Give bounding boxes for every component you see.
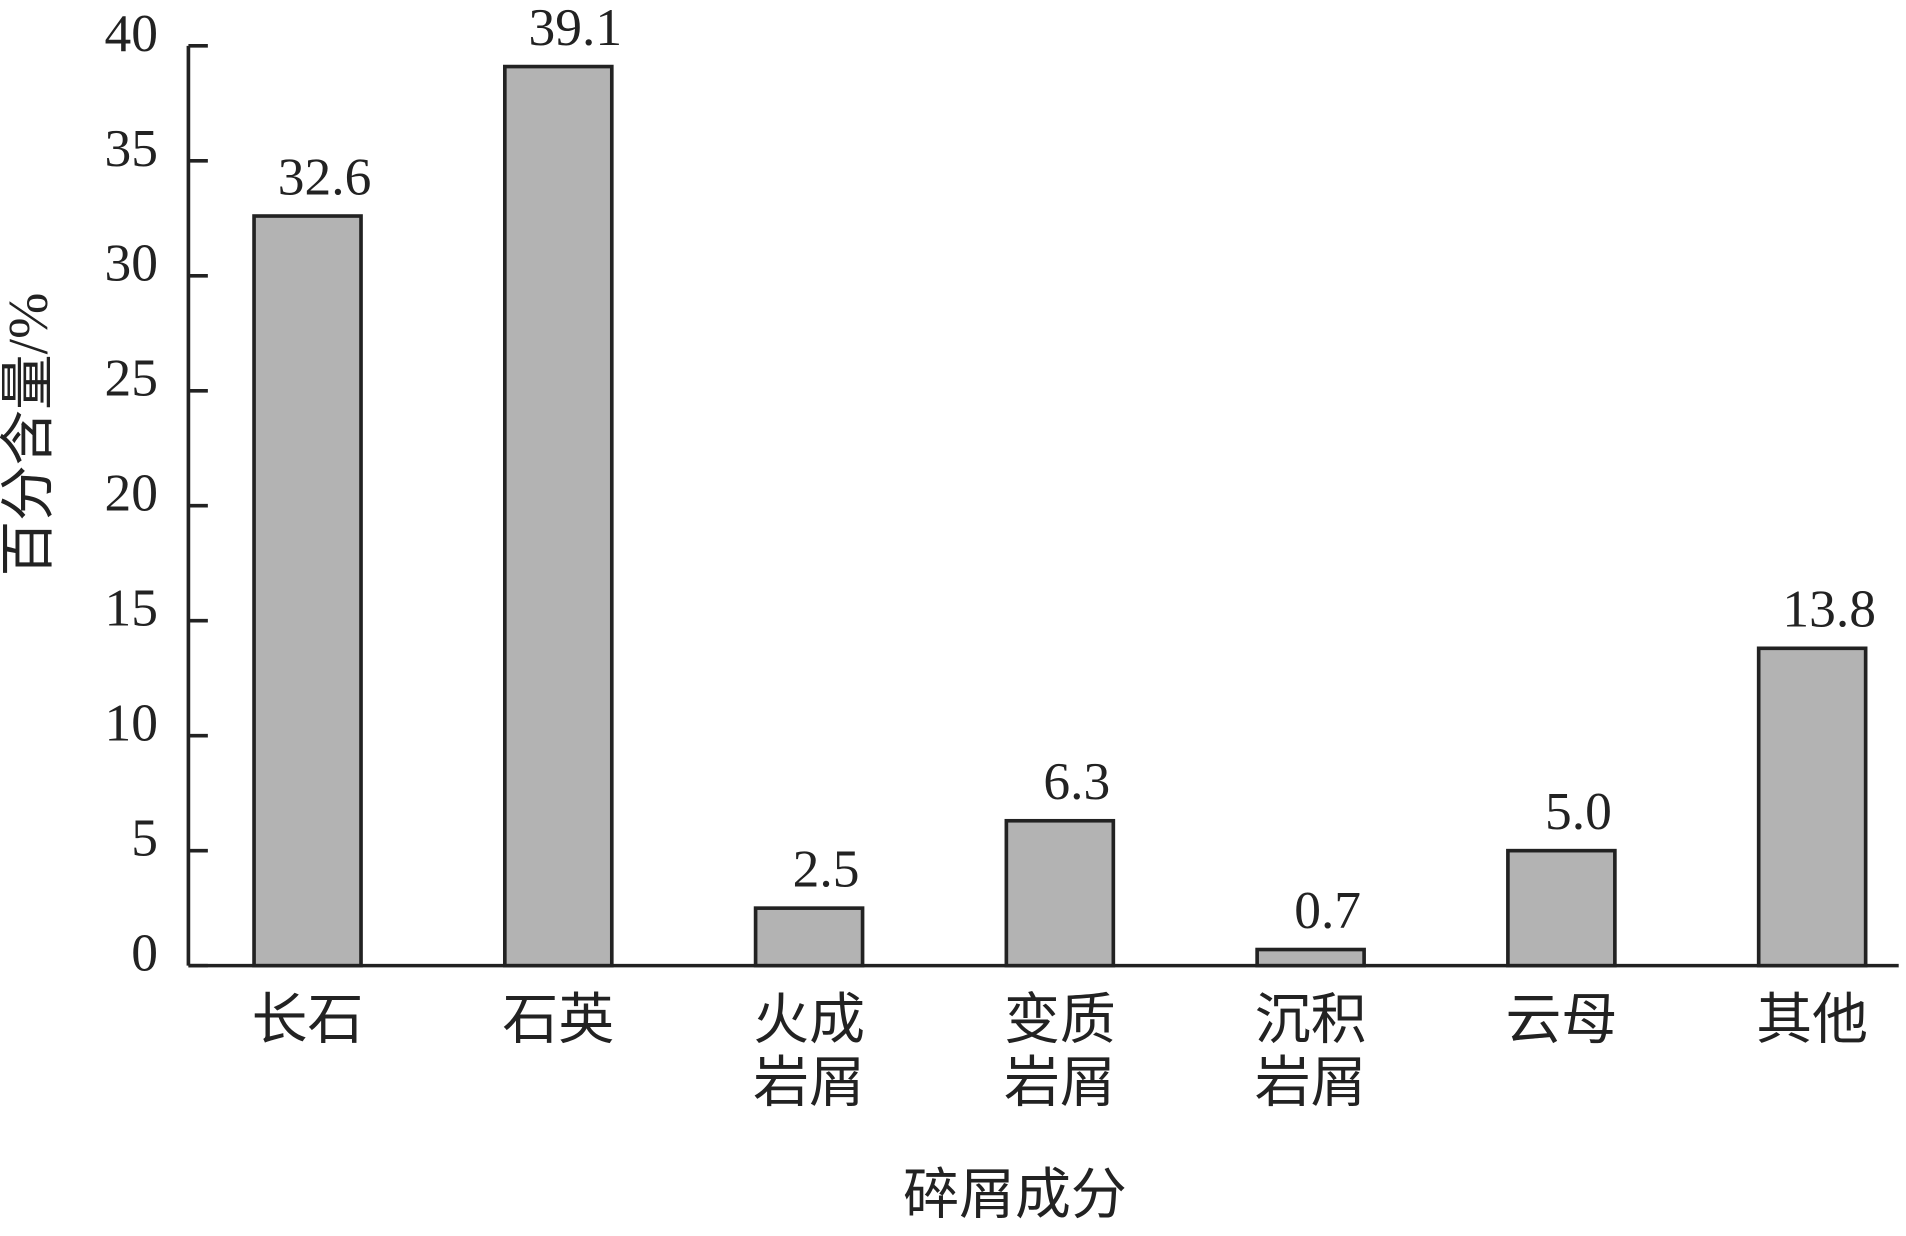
value-label: 13.8 bbox=[1782, 580, 1876, 639]
bar bbox=[252, 214, 363, 968]
bar bbox=[502, 64, 614, 968]
y-tick-label: 40 bbox=[105, 4, 158, 63]
bar bbox=[1004, 818, 1116, 968]
bar bbox=[753, 906, 865, 968]
value-label: 39.1 bbox=[529, 0, 623, 57]
y-axis-label: 百分含量/% bbox=[0, 293, 60, 577]
bar bbox=[1255, 947, 1366, 968]
value-label: 6.3 bbox=[1043, 752, 1110, 811]
value-label: 32.6 bbox=[278, 148, 372, 207]
x-tick-label: 变质 bbox=[1004, 990, 1116, 1052]
x-tick-label: 其他 bbox=[1756, 990, 1868, 1052]
y-tick-label: 15 bbox=[105, 579, 158, 638]
x-tick-label: 沉积 bbox=[1255, 990, 1367, 1052]
x-tick-label: 火成 bbox=[753, 990, 865, 1052]
y-tick-label: 25 bbox=[105, 349, 158, 408]
x-axis-label: 碎屑成分 bbox=[903, 1165, 1127, 1227]
x-tick-label: 长石 bbox=[252, 990, 364, 1052]
y-tick-label: 30 bbox=[105, 234, 158, 293]
y-tick-label: 10 bbox=[105, 694, 158, 753]
y-tick-label: 0 bbox=[131, 924, 158, 983]
x-tick-label: 云母 bbox=[1505, 990, 1617, 1052]
y-tick-label: 20 bbox=[105, 464, 158, 523]
bar bbox=[1506, 848, 1617, 968]
bar bbox=[1756, 646, 1868, 968]
value-label: 5.0 bbox=[1545, 782, 1612, 841]
y-tick-label: 35 bbox=[105, 119, 158, 178]
x-tick-label: 石英 bbox=[502, 990, 614, 1052]
value-label: 2.5 bbox=[793, 840, 860, 899]
y-tick-label: 5 bbox=[131, 809, 158, 868]
x-tick-label: 岩屑 bbox=[1255, 1053, 1367, 1115]
x-tick-label: 岩屑 bbox=[1004, 1053, 1116, 1115]
value-label: 0.7 bbox=[1294, 881, 1361, 940]
x-tick-label: 岩屑 bbox=[753, 1053, 865, 1115]
